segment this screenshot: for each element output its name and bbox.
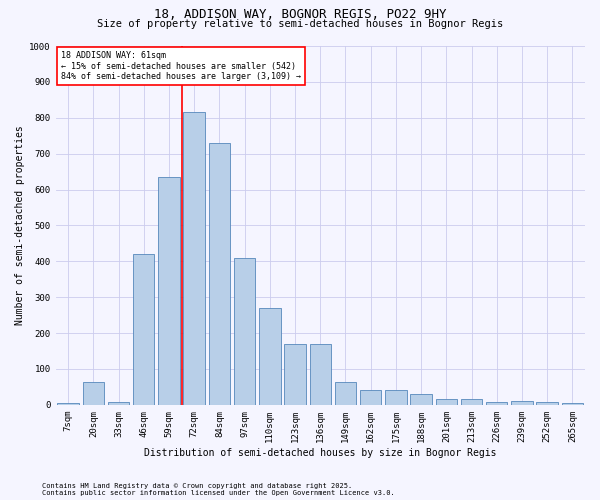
Bar <box>108 402 129 405</box>
Text: Contains public sector information licensed under the Open Government Licence v3: Contains public sector information licen… <box>42 490 395 496</box>
Bar <box>360 390 382 405</box>
Text: Contains HM Land Registry data © Crown copyright and database right 2025.: Contains HM Land Registry data © Crown c… <box>42 483 352 489</box>
Bar <box>259 308 281 405</box>
Text: Size of property relative to semi-detached houses in Bognor Regis: Size of property relative to semi-detach… <box>97 19 503 29</box>
Bar <box>486 402 508 405</box>
Bar <box>284 344 306 405</box>
Bar <box>335 382 356 405</box>
Bar <box>234 258 256 405</box>
Bar <box>536 402 558 405</box>
Bar <box>158 177 180 405</box>
Y-axis label: Number of semi-detached properties: Number of semi-detached properties <box>15 126 25 326</box>
Bar <box>562 403 583 405</box>
Bar <box>436 398 457 405</box>
Text: 18, ADDISON WAY, BOGNOR REGIS, PO22 9HY: 18, ADDISON WAY, BOGNOR REGIS, PO22 9HY <box>154 8 446 20</box>
Bar <box>184 112 205 405</box>
Bar <box>310 344 331 405</box>
Bar <box>461 398 482 405</box>
X-axis label: Distribution of semi-detached houses by size in Bognor Regis: Distribution of semi-detached houses by … <box>144 448 497 458</box>
Bar <box>58 403 79 405</box>
Bar <box>410 394 432 405</box>
Bar <box>209 143 230 405</box>
Text: 18 ADDISON WAY: 61sqm
← 15% of semi-detached houses are smaller (542)
84% of sem: 18 ADDISON WAY: 61sqm ← 15% of semi-deta… <box>61 52 301 81</box>
Bar <box>133 254 154 405</box>
Bar <box>83 382 104 405</box>
Bar <box>385 390 407 405</box>
Bar <box>511 401 533 405</box>
